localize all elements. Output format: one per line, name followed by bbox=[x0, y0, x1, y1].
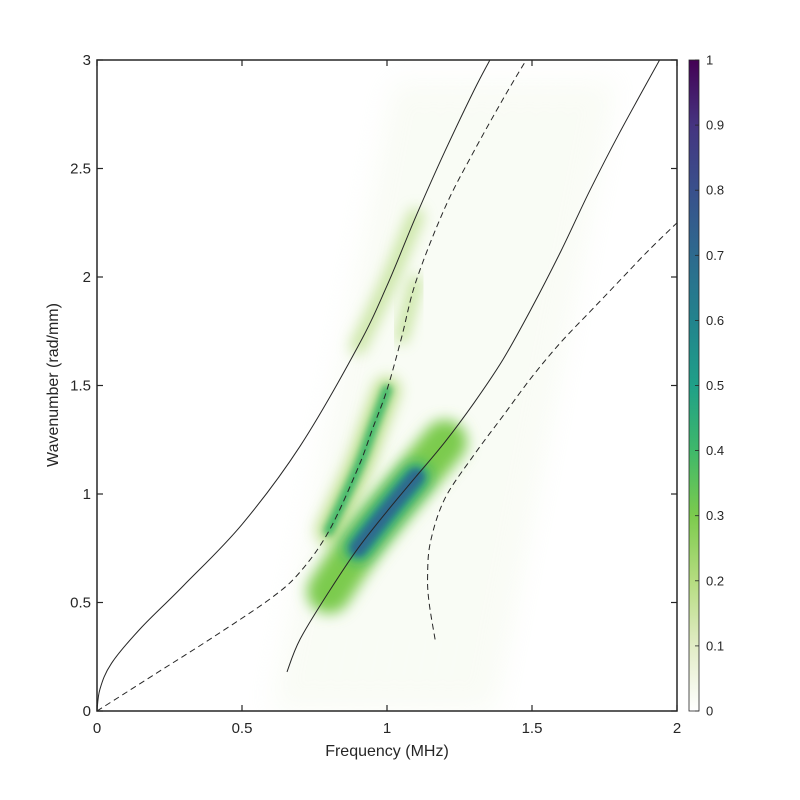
y-tick-label: 1 bbox=[83, 486, 91, 503]
solid-curve-1 bbox=[97, 60, 491, 711]
dashed-curve-2 bbox=[97, 60, 527, 711]
colorbar-tick-label: 0.6 bbox=[706, 313, 724, 328]
colorbar-tick-label: 0.8 bbox=[706, 183, 724, 198]
curves-layer bbox=[97, 60, 677, 711]
x-tick-label: 1 bbox=[383, 720, 391, 737]
colorbar-tick-label: 1 bbox=[706, 53, 713, 68]
colorbar-tick-label: 0.9 bbox=[706, 118, 724, 133]
y-axis-label: Wavenumber (rad/mm) bbox=[45, 303, 62, 467]
y-tick-label: 0.5 bbox=[70, 595, 91, 612]
colorbar-tick-label: 0.7 bbox=[706, 248, 724, 263]
x-axis: 0 0.5 1 1.5 2 bbox=[93, 60, 681, 737]
colorbar-tick-label: 0.5 bbox=[706, 378, 724, 393]
dashed-curve-4 bbox=[427, 222, 677, 640]
colorbar-axis: 0 0.1 0.2 0.3 0.4 0.5 0.6 0.7 0.8 0.9 1 bbox=[695, 53, 724, 719]
x-tick-label: 1.5 bbox=[522, 720, 543, 737]
x-tick-label: 0.5 bbox=[232, 720, 253, 737]
y-tick-label: 3 bbox=[83, 52, 91, 69]
x-axis-label: Frequency (MHz) bbox=[325, 743, 449, 760]
y-axis: 0 0.5 1 1.5 2 2.5 3 bbox=[70, 52, 677, 720]
solid-curve-3 bbox=[286, 60, 661, 673]
heatmap-blob-faint bbox=[395, 275, 422, 344]
colorbar-tick-label: 0 bbox=[706, 704, 713, 719]
colorbar-tick-label: 0.4 bbox=[706, 443, 724, 458]
y-tick-label: 2.5 bbox=[70, 161, 91, 178]
colorbar-tick-label: 0.1 bbox=[706, 638, 724, 653]
y-tick-label: 0 bbox=[83, 703, 91, 720]
colorbar-tick-label: 0.3 bbox=[706, 508, 724, 523]
x-tick-label: 2 bbox=[673, 720, 681, 737]
colorbar-tick-label: 0.2 bbox=[706, 573, 724, 588]
y-tick-label: 2 bbox=[83, 269, 91, 286]
y-tick-label: 1.5 bbox=[70, 378, 91, 395]
x-tick-label: 0 bbox=[93, 720, 101, 737]
